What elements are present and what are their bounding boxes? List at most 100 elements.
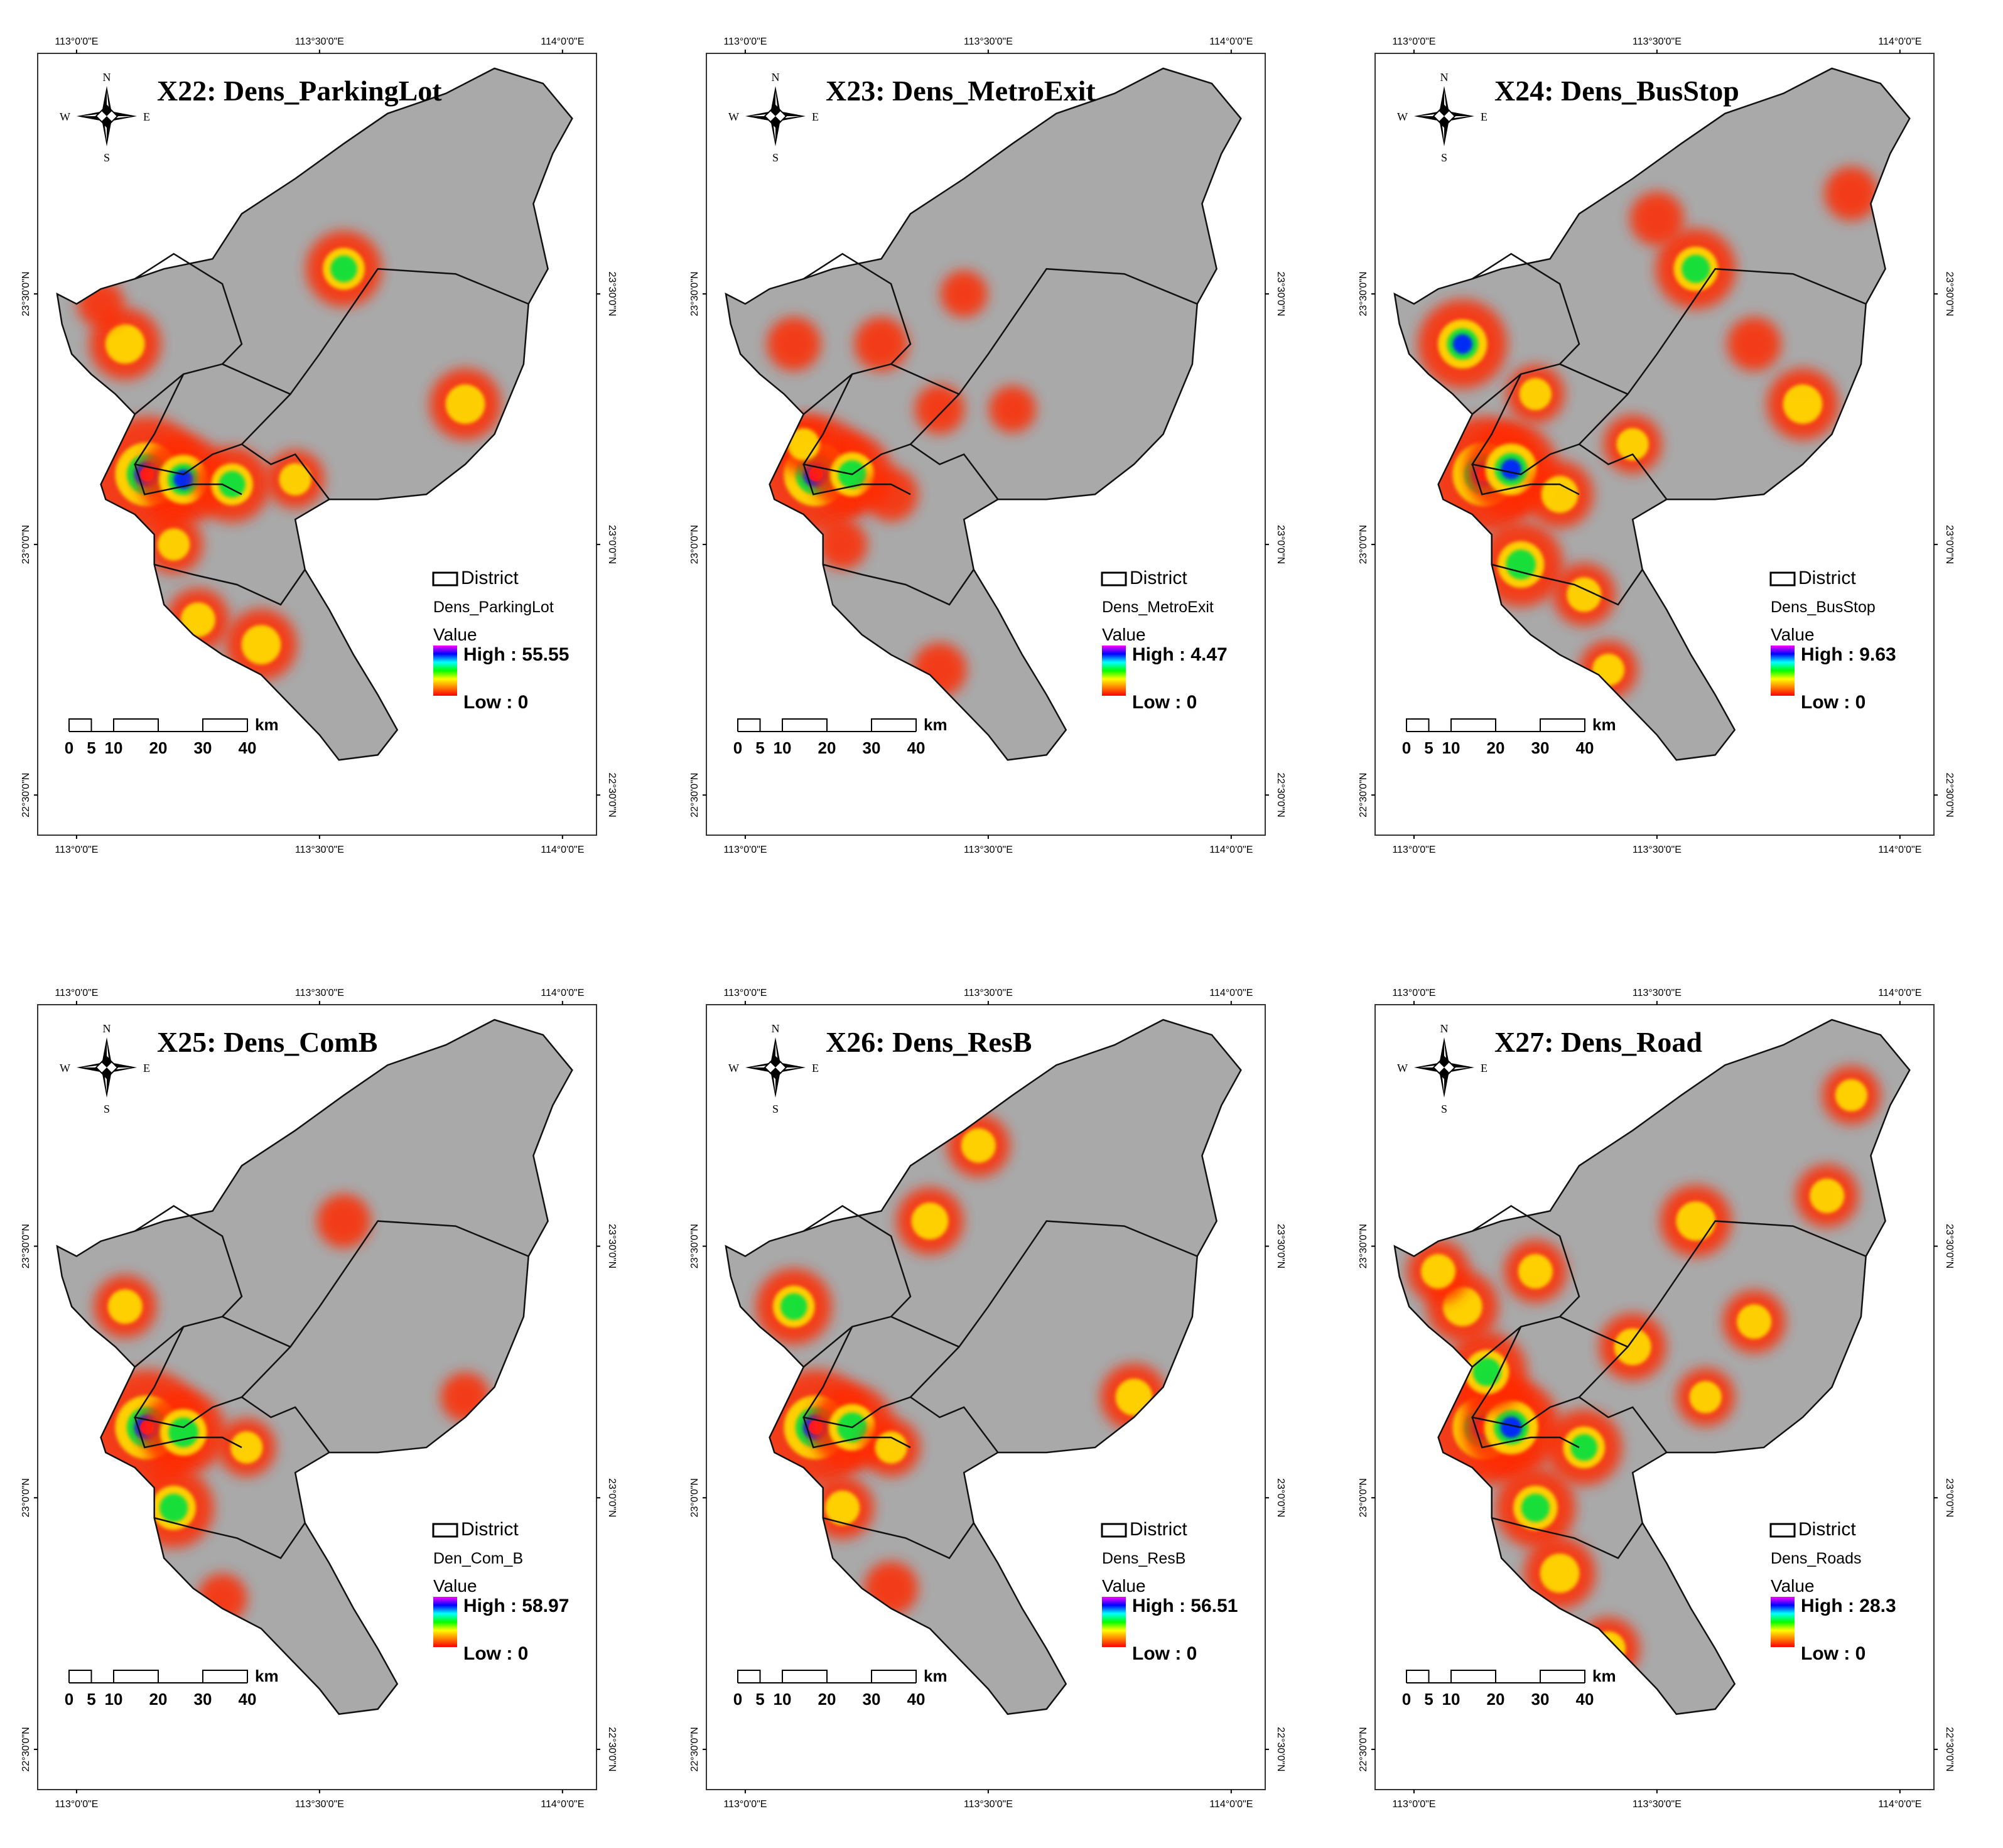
hotspot	[316, 1194, 371, 1248]
panel-title: X22: Dens_ParkingLot	[157, 75, 442, 107]
lat-label-right: 23°0'0"N	[607, 1478, 617, 1517]
district-boundary	[823, 563, 975, 606]
legend-district-label: District	[461, 568, 519, 588]
compass-rose-icon: N S E W	[60, 1022, 150, 1115]
hotspot	[1506, 365, 1565, 424]
hotspot	[755, 1268, 832, 1345]
lon-label-top: 114°0'0"E	[541, 36, 584, 47]
scale-tick-label: 30	[194, 1690, 212, 1709]
study-area-land	[726, 68, 1241, 760]
hotspot	[1504, 1240, 1567, 1303]
map-panel-x26: 113°0'0"E 113°0'0"E 113°30'0"E 113°30'0"E 11…	[689, 988, 1286, 1810]
study-area-outline	[56, 67, 573, 761]
hotspot-halo	[864, 467, 919, 522]
lat-label-left: 23°30'0"N	[689, 1224, 700, 1268]
lon-label-top: 113°0'0"E	[55, 36, 98, 47]
lon-label-top: 114°0'0"E	[1878, 988, 1921, 998]
lat-label-left: 23°0'0"N	[689, 525, 700, 564]
legend-low-value: Low : 0	[463, 1643, 528, 1664]
lat-label-left: 22°30'0"N	[1358, 1727, 1369, 1771]
hotspot-peak	[173, 469, 193, 489]
scale-tick-label: 30	[194, 738, 212, 757]
hotspot	[861, 1418, 921, 1477]
scale-bar: 0 5 10 20 30 40 km	[1402, 1667, 1616, 1709]
hotspot-mid	[1835, 1079, 1868, 1111]
district-boundary	[133, 374, 330, 500]
compass-s: S	[1441, 151, 1447, 164]
scale-unit: km	[255, 1667, 279, 1685]
lat-label-left: 23°0'0"N	[689, 1478, 700, 1517]
hotspot	[1546, 1409, 1622, 1486]
legend-color-ramp	[1771, 646, 1795, 696]
hotspot	[767, 316, 821, 371]
lon-label-bottom: 113°30'0"E	[1633, 1799, 1682, 1810]
lat-label-left: 23°0'0"N	[21, 1478, 31, 1517]
lon-label-bottom: 114°0'0"E	[1209, 1799, 1253, 1810]
district-boundary	[1491, 563, 1643, 606]
hotspot-mid	[1689, 1381, 1722, 1413]
scale-tick-label: 30	[1531, 738, 1550, 757]
hotspot	[1524, 1537, 1596, 1609]
lat-label-left: 23°0'0"N	[21, 525, 31, 564]
district-boundary	[802, 374, 999, 500]
scale-tick-label: 20	[818, 1690, 836, 1709]
hotspot-halo	[989, 386, 1036, 433]
scale-tick-label: 10	[105, 738, 123, 757]
district-boundary	[1579, 393, 1629, 445]
hotspot	[1495, 1467, 1576, 1548]
scale-tick-label: 40	[239, 1690, 257, 1709]
lon-label-top: 113°30'0"E	[295, 988, 344, 998]
study-area-outline	[1393, 67, 1911, 761]
hotspot-core	[1570, 1434, 1597, 1461]
hotspot-mid	[1737, 1304, 1772, 1339]
legend-high-value: High : 56.51	[1132, 1596, 1238, 1616]
lat-label-left: 22°30'0"N	[1358, 773, 1369, 818]
scale-tick-label: 0	[65, 1690, 73, 1709]
lon-label-top: 113°0'0"E	[723, 36, 767, 47]
district-boundary	[133, 1326, 330, 1453]
compass-e: E	[812, 111, 819, 123]
district-boundary	[1559, 1220, 1867, 1348]
district-boundary	[1471, 374, 1668, 500]
hotspot-halo	[854, 316, 909, 371]
hotspot	[1660, 1185, 1732, 1257]
hotspot	[940, 270, 988, 318]
lon-label-bottom: 113°30'0"E	[295, 1799, 344, 1810]
scale-tick-label: 30	[863, 738, 881, 757]
district-boundary	[802, 1417, 911, 1449]
hotspot	[1478, 522, 1563, 607]
hotspot-peak	[1452, 334, 1472, 354]
legend-district-label: District	[461, 1519, 519, 1540]
scale-tick-label: 40	[907, 1690, 926, 1709]
scale-tick-label: 5	[755, 1690, 764, 1709]
study-area-outline	[1393, 1019, 1911, 1716]
panel-title: X26: Dens_ResB	[826, 1026, 1032, 1058]
hotspot	[1722, 1290, 1786, 1353]
hotspot	[1795, 1164, 1859, 1228]
lat-label-right: 22°30'0"N	[607, 773, 617, 818]
hotspot	[896, 1187, 964, 1255]
legend-value-label: Value	[1102, 625, 1146, 644]
legend-district-label: District	[1798, 568, 1856, 588]
hotspot	[1822, 1066, 1881, 1125]
lon-label-top: 114°0'0"E	[541, 988, 584, 998]
legend-value-label: Value	[433, 1576, 477, 1596]
hotspot-mid	[1115, 1378, 1153, 1416]
district-boundary	[134, 464, 242, 495]
compass-rose-icon: N S E W	[1397, 71, 1487, 164]
lon-label-bottom: 113°0'0"E	[1392, 1799, 1435, 1810]
compass-w: W	[728, 1062, 739, 1074]
scale-bar-line	[737, 1670, 917, 1683]
district-boundary	[241, 393, 291, 445]
lon-label-top: 113°0'0"E	[723, 988, 767, 998]
compass-w: W	[728, 111, 739, 123]
hotspot-halo	[1629, 192, 1684, 246]
lon-label-bottom: 114°0'0"E	[1878, 1799, 1921, 1810]
hotspot-mid	[241, 625, 281, 665]
lon-label-bottom: 113°0'0"E	[723, 845, 767, 855]
lat-label-right: 23°30'0"N	[607, 271, 617, 316]
lon-label-bottom: 113°0'0"E	[55, 845, 98, 855]
compass-rose-icon: N S E W	[1397, 1022, 1487, 1115]
district-boundary	[1579, 1346, 1629, 1398]
